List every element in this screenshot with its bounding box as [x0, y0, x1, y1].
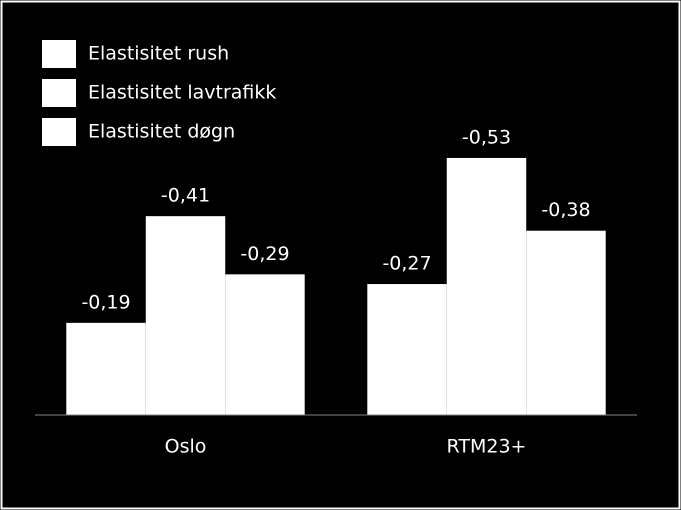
bar — [526, 230, 606, 415]
legend-swatch — [42, 40, 76, 68]
data-label: -0,53 — [462, 126, 511, 148]
data-label: -0,19 — [81, 291, 130, 313]
bar — [446, 157, 527, 415]
data-label: -0,29 — [240, 243, 289, 265]
data-label: -0,41 — [161, 185, 210, 207]
bar — [225, 274, 305, 415]
legend-label: Elastisitet døgn — [88, 121, 235, 143]
legend-swatch — [42, 118, 76, 146]
legend-swatch — [42, 79, 76, 107]
bar — [145, 216, 226, 415]
bar — [66, 322, 146, 415]
legend-label: Elastisitet lavtrafikk — [88, 82, 276, 104]
legend-label: Elastisitet rush — [88, 43, 229, 65]
data-label: -0,27 — [382, 253, 431, 275]
bar — [367, 284, 447, 415]
x-tick-label: Oslo — [165, 436, 207, 458]
x-tick-label: RTM23+ — [447, 436, 527, 458]
data-label: -0,38 — [541, 199, 590, 221]
